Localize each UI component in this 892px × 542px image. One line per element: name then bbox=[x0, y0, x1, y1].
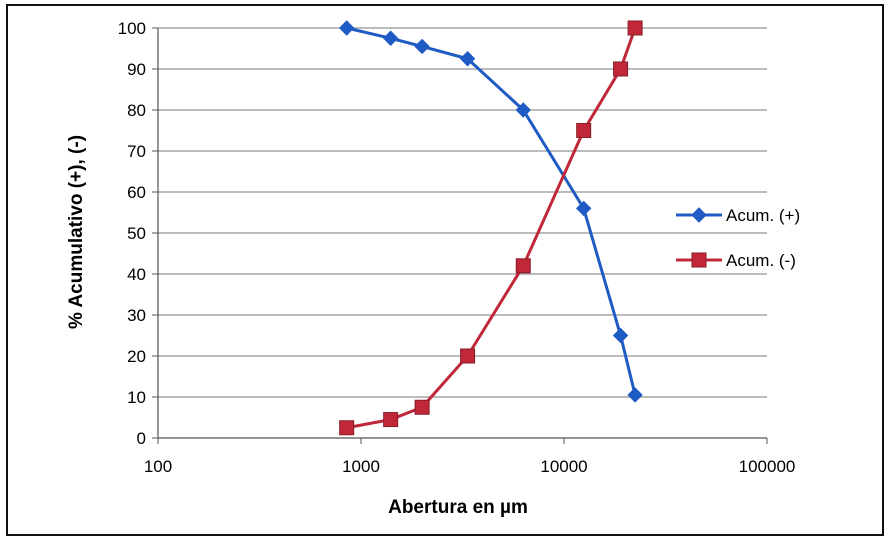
data-point bbox=[627, 387, 643, 403]
data-point bbox=[383, 412, 399, 428]
y-tick-label: 50 bbox=[127, 224, 146, 243]
y-tick-label: 10 bbox=[127, 388, 146, 407]
legend-item-1: Acum. (+) bbox=[676, 206, 800, 225]
series-line bbox=[346, 27, 637, 430]
data-point bbox=[338, 20, 355, 36]
y-tick-labels: 0 10 20 30 40 50 60 70 80 90 100 bbox=[118, 19, 146, 448]
x-tick-label: 10000 bbox=[540, 457, 587, 476]
series bbox=[338, 20, 643, 436]
series-2 bbox=[339, 20, 643, 436]
x-tick-label: 1000 bbox=[342, 457, 380, 476]
legend-label: Acum. (-) bbox=[726, 251, 796, 270]
data-point bbox=[575, 200, 592, 217]
y-tick-label: 20 bbox=[127, 347, 146, 366]
chart-frame bbox=[6, 4, 884, 536]
legend: Acum. (+) Acum. (-) bbox=[676, 206, 800, 270]
data-point bbox=[460, 348, 476, 364]
data-point bbox=[612, 327, 629, 344]
data-point bbox=[627, 20, 643, 36]
grid-lines bbox=[158, 27, 767, 398]
data-point bbox=[515, 102, 531, 118]
data-point bbox=[576, 123, 592, 138]
y-tick-label: 80 bbox=[127, 101, 146, 120]
data-point bbox=[339, 420, 355, 436]
data-point bbox=[515, 258, 531, 274]
axes bbox=[152, 27, 768, 444]
data-point bbox=[414, 399, 430, 415]
y-tick-label: 30 bbox=[127, 306, 146, 325]
data-point bbox=[382, 30, 399, 46]
legend-marker bbox=[691, 252, 707, 268]
y-tick-label: 0 bbox=[137, 429, 146, 448]
legend-item-2: Acum. (-) bbox=[676, 251, 796, 270]
y-tick-label: 100 bbox=[118, 19, 146, 38]
data-point bbox=[414, 38, 430, 55]
y-tick-label: 70 bbox=[127, 142, 146, 161]
x-tick-labels: 100 1000 10000 100000 bbox=[144, 457, 796, 476]
x-axis-title: Abertura en µm bbox=[388, 497, 528, 518]
x-tick-label: 100000 bbox=[739, 457, 796, 476]
legend-label: Acum. (+) bbox=[726, 206, 800, 225]
series-line bbox=[346, 26, 637, 396]
series-1 bbox=[338, 20, 643, 403]
legend-marker bbox=[691, 207, 707, 223]
y-tick-label: 60 bbox=[127, 183, 146, 202]
x-tick-label: 100 bbox=[144, 457, 172, 476]
y-tick-label: 90 bbox=[127, 60, 146, 79]
data-point bbox=[459, 51, 476, 67]
y-tick-label: 40 bbox=[127, 265, 146, 284]
y-axis-title: % Acumulativo (+), (-) bbox=[66, 135, 87, 329]
data-point bbox=[613, 61, 629, 77]
